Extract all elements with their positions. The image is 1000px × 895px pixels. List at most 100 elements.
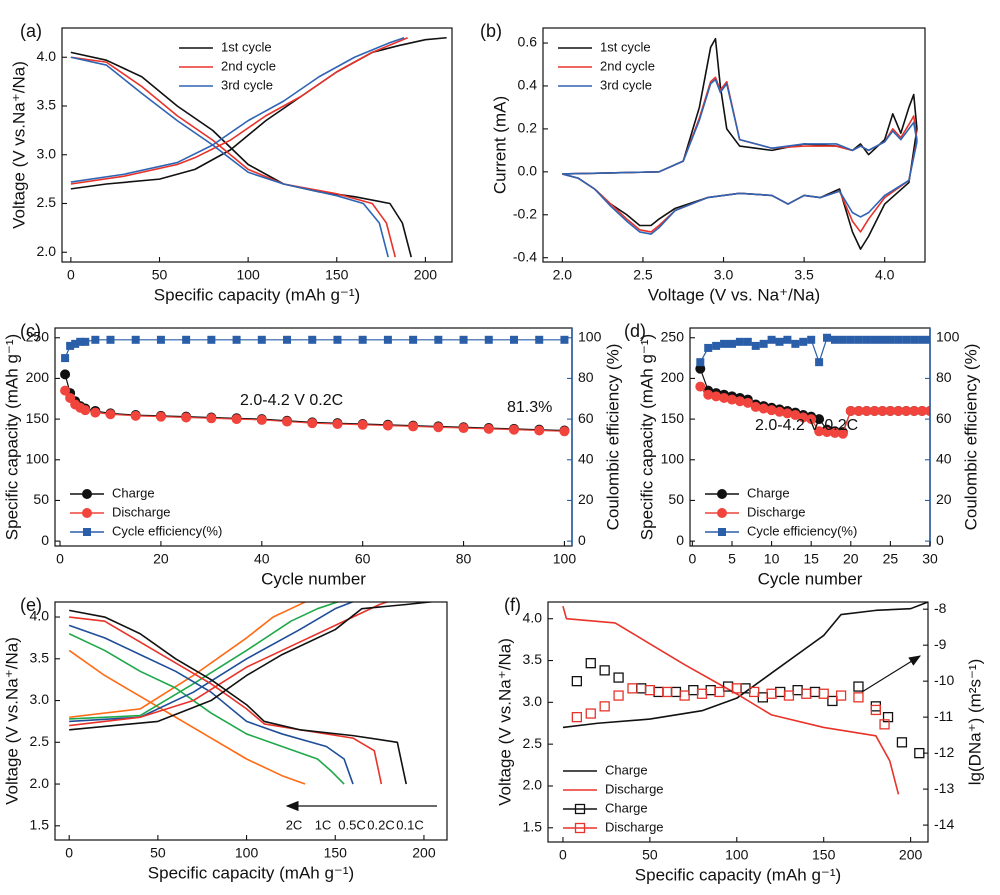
marker-square (207, 335, 216, 344)
series-line (68, 602, 345, 785)
x-axis-label: Voltage (V vs. Na⁺/Na) (648, 285, 820, 304)
marker-square (838, 335, 847, 344)
marker-square (830, 335, 839, 344)
y-tick-label: 2.5 (37, 194, 57, 210)
y-tick-label: 200 (26, 369, 50, 385)
plot-area (60, 335, 570, 437)
series-line (69, 602, 438, 785)
marker-square (61, 354, 70, 363)
marker-square (720, 339, 729, 348)
marker-square (83, 528, 91, 536)
marker-open-square (749, 686, 760, 698)
x-tick-label: 25 (883, 551, 899, 567)
marker-open-square (757, 692, 769, 703)
y-tick-label: 0.0 (518, 163, 538, 179)
y-tick-label: 3.0 (523, 693, 543, 709)
marker-circle (105, 409, 116, 420)
y-tick-label: 100 (26, 450, 50, 466)
series-label: 0.5C (338, 817, 365, 832)
marker-circle (65, 392, 76, 403)
marker-square (910, 335, 919, 344)
marker-open-square (662, 686, 673, 698)
y-tick-label: 50 (668, 491, 684, 507)
marker-circle (357, 419, 368, 430)
panel-label: (c) (20, 321, 41, 341)
x-tick-label: 100 (553, 551, 577, 567)
x-tick-label: 50 (152, 267, 168, 283)
y-tick-label: -0.4 (513, 248, 537, 264)
y2-tick-label: 80 (936, 369, 952, 385)
marker-square (799, 337, 808, 346)
y-tick-label: 3.0 (37, 145, 57, 161)
marker-circle (433, 422, 444, 433)
y2-tick-label: 80 (578, 369, 594, 385)
marker-open-square (835, 690, 847, 701)
y-tick-label: 50 (33, 491, 49, 507)
marker-circle (130, 410, 141, 421)
x-tick-label: 100 (725, 847, 749, 863)
y-tick-label: 4.0 (30, 608, 50, 624)
y2-tick-label: -8 (934, 600, 947, 616)
marker-open-square (783, 690, 795, 701)
y-tick-label: 3.5 (30, 649, 50, 665)
marker-circle (90, 407, 101, 418)
marker-square (484, 335, 493, 344)
marker-open-square (879, 719, 890, 730)
panel-label: (b) (480, 21, 502, 41)
x-tick-label: 0 (688, 551, 696, 567)
legend-label: 1st cycle (600, 39, 651, 54)
marker-square (815, 358, 824, 367)
y2-tick-label: 0 (578, 532, 586, 548)
marker-square (743, 337, 752, 346)
marker-circle (60, 385, 71, 396)
panel-label: (f) (504, 595, 521, 615)
y2-axis-label: Coulombic efficiency (%) (961, 344, 980, 531)
y-tick-label: 4.0 (37, 48, 57, 64)
marker-square (409, 335, 418, 344)
marker-square (775, 337, 784, 346)
series-line (562, 78, 918, 235)
marker-square (76, 337, 85, 346)
marker-square (926, 335, 930, 344)
marker-circle (458, 423, 469, 434)
x-axis-label: Specific capacity (mAh g⁻¹) (635, 865, 841, 884)
marker-square (308, 335, 317, 344)
marker-circle (559, 426, 570, 437)
annotation: 2.0-4.2 V 0.2C (240, 392, 343, 409)
series-label: 0.1C (396, 817, 423, 832)
marker-circle (60, 369, 71, 380)
marker-open-square (801, 688, 812, 699)
legend-label: Charge (605, 762, 648, 777)
y2-tick-label: 20 (936, 491, 952, 507)
y-tick-label: 2.0 (523, 777, 543, 793)
marker-circle (695, 381, 706, 392)
y2-tick-label: -11 (934, 708, 953, 724)
y-tick-label: 2.5 (523, 735, 543, 751)
x-axis-label: Cycle number (758, 569, 863, 588)
x-tick-label: 20 (153, 551, 169, 567)
marker-circle (181, 412, 192, 423)
marker-open-square (870, 701, 881, 712)
x-tick-label: 50 (642, 847, 658, 863)
marker-square (434, 335, 443, 344)
legend-label: 2nd cycle (600, 58, 655, 73)
marker-open-square (792, 685, 803, 696)
marker-square (131, 335, 140, 344)
series-line (562, 602, 928, 729)
marker-square (751, 341, 760, 350)
marker-open-square (870, 704, 881, 716)
x-tick-label: 15 (803, 551, 819, 567)
x-tick-label: 150 (325, 267, 349, 283)
marker-circle (717, 507, 728, 518)
marker-circle (256, 414, 267, 425)
marker-square (791, 339, 800, 348)
series-line (562, 605, 900, 795)
y-tick-label: 0 (676, 532, 684, 548)
y-tick-label: 3.0 (30, 691, 50, 707)
series-line (562, 76, 918, 233)
x-tick-label: 10 (764, 551, 780, 567)
x-tick-label: 0 (56, 551, 64, 567)
x-tick-label: 80 (456, 551, 472, 567)
marker-open-square (585, 658, 596, 669)
